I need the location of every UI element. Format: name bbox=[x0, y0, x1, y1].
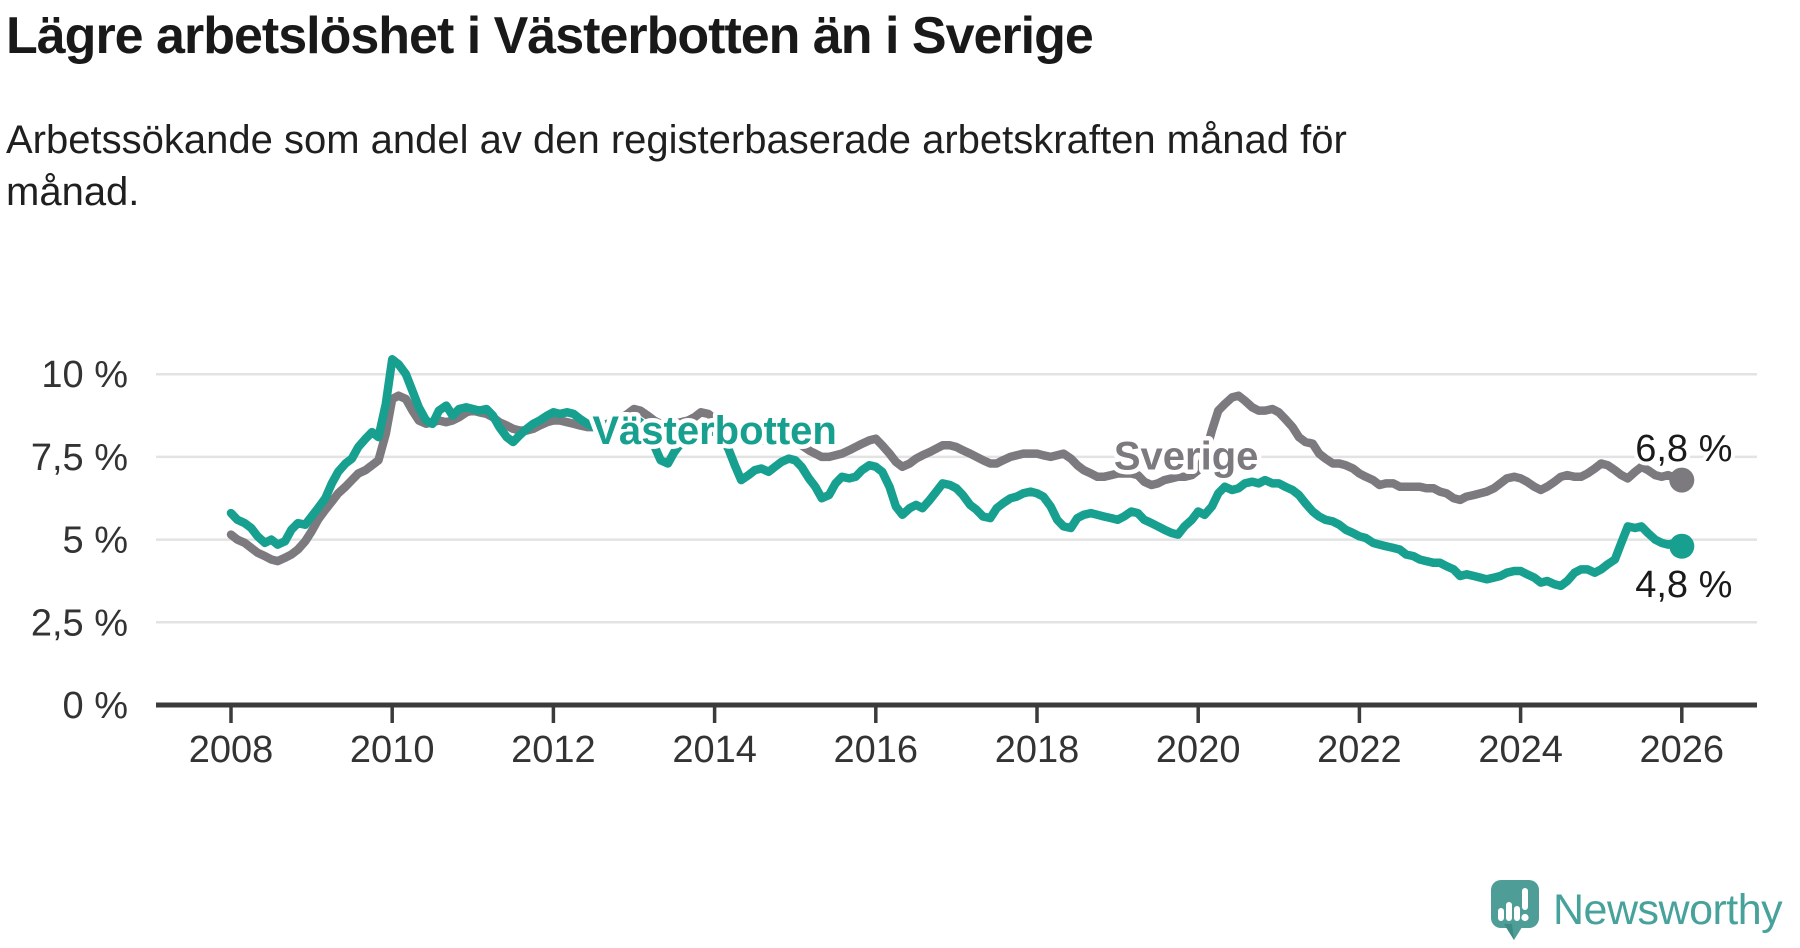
series-end-dot-vasterbotten bbox=[1669, 533, 1695, 559]
y-tick-label: 0 % bbox=[63, 685, 128, 727]
x-tick-label: 2014 bbox=[672, 729, 757, 771]
series-end-value-sverige: 6,8 % bbox=[1635, 428, 1732, 470]
series-label-sverige: Sverige bbox=[1114, 434, 1259, 478]
y-tick-label: 2,5 % bbox=[31, 602, 128, 644]
y-tick-label: 7,5 % bbox=[31, 437, 128, 479]
x-tick-label: 2022 bbox=[1317, 729, 1402, 771]
x-tick-label: 2012 bbox=[511, 729, 596, 771]
page-title: Lägre arbetslöshet i Västerbotten än i S… bbox=[6, 7, 1094, 65]
y-tick-label: 10 % bbox=[41, 354, 128, 396]
series-end-dot-sverige bbox=[1669, 467, 1695, 493]
x-tick-label: 2018 bbox=[995, 729, 1080, 771]
x-tick-label: 2008 bbox=[189, 729, 274, 771]
chart-subtitle: Arbetssökande som andel av den registerb… bbox=[6, 118, 1347, 214]
newsworthy-wordmark: Newsworthy bbox=[1553, 886, 1783, 934]
newsworthy-bubble-chart-icon bbox=[1491, 880, 1539, 940]
series-line-sverige bbox=[226, 391, 1687, 566]
x-tick-label: 2020 bbox=[1156, 729, 1241, 771]
newsworthy-logo: Newsworthy bbox=[1490, 880, 1783, 941]
x-tick-label: 2026 bbox=[1640, 729, 1725, 771]
series-line-vasterbotten bbox=[226, 355, 1687, 591]
series-end-value-vasterbotten: 4,8 % bbox=[1635, 564, 1732, 606]
x-tick-label: 2016 bbox=[834, 729, 919, 771]
y-tick-label: 5 % bbox=[63, 520, 128, 562]
x-tick-label: 2024 bbox=[1478, 729, 1563, 771]
series-label-vasterbotten: Västerbotten bbox=[592, 409, 837, 453]
x-tick-label: 2010 bbox=[350, 729, 435, 771]
